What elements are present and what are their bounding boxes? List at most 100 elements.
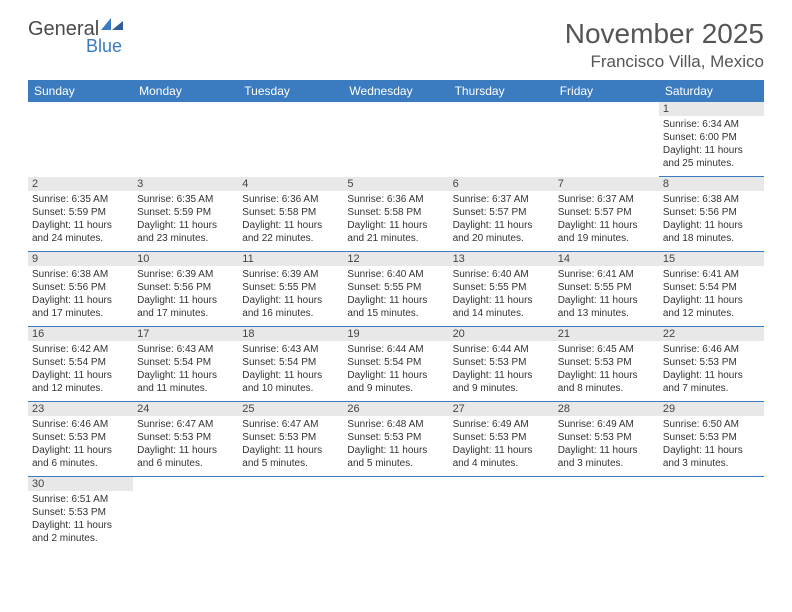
detail-line: Daylight: 11 hours [663, 444, 760, 457]
detail-line: and 18 minutes. [663, 232, 760, 245]
day-header-row: SundayMondayTuesdayWednesdayThursdayFrid… [28, 80, 764, 102]
detail-line: Daylight: 11 hours [137, 294, 234, 307]
detail-line: Sunrise: 6:35 AM [137, 193, 234, 206]
day-details: Sunrise: 6:49 AMSunset: 5:53 PMDaylight:… [449, 416, 554, 472]
detail-line: Sunrise: 6:37 AM [558, 193, 655, 206]
detail-line: Sunrise: 6:44 AM [453, 343, 550, 356]
calendar-row: 16Sunrise: 6:42 AMSunset: 5:54 PMDayligh… [28, 327, 764, 402]
detail-line: Sunrise: 6:39 AM [242, 268, 339, 281]
day-details: Sunrise: 6:35 AMSunset: 5:59 PMDaylight:… [133, 191, 238, 247]
detail-line: Sunset: 5:55 PM [558, 281, 655, 294]
day-number: 7 [554, 177, 659, 191]
detail-line: and 6 minutes. [137, 457, 234, 470]
day-details: Sunrise: 6:45 AMSunset: 5:53 PMDaylight:… [554, 341, 659, 397]
day-number: 3 [133, 177, 238, 191]
empty-cell [343, 102, 448, 177]
detail-line: Sunset: 5:57 PM [558, 206, 655, 219]
day-cell: 13Sunrise: 6:40 AMSunset: 5:55 PMDayligh… [449, 252, 554, 327]
day-header-wednesday: Wednesday [343, 80, 448, 102]
detail-line: and 12 minutes. [32, 382, 129, 395]
day-header-tuesday: Tuesday [238, 80, 343, 102]
detail-line: Daylight: 11 hours [32, 369, 129, 382]
day-details: Sunrise: 6:43 AMSunset: 5:54 PMDaylight:… [238, 341, 343, 397]
detail-line: Sunset: 5:53 PM [453, 431, 550, 444]
day-cell: 17Sunrise: 6:43 AMSunset: 5:54 PMDayligh… [133, 327, 238, 402]
calendar-row: 30Sunrise: 6:51 AMSunset: 5:53 PMDayligh… [28, 477, 764, 552]
day-number: 30 [28, 477, 133, 491]
day-details: Sunrise: 6:46 AMSunset: 5:53 PMDaylight:… [28, 416, 133, 472]
empty-cell [238, 102, 343, 177]
day-header-saturday: Saturday [659, 80, 764, 102]
day-details: Sunrise: 6:36 AMSunset: 5:58 PMDaylight:… [343, 191, 448, 247]
day-details: Sunrise: 6:35 AMSunset: 5:59 PMDaylight:… [28, 191, 133, 247]
detail-line: Sunrise: 6:40 AM [453, 268, 550, 281]
detail-line: and 19 minutes. [558, 232, 655, 245]
detail-line: Sunset: 5:53 PM [32, 431, 129, 444]
logo: General Blue [28, 18, 125, 41]
calendar-row: 9Sunrise: 6:38 AMSunset: 5:56 PMDaylight… [28, 252, 764, 327]
detail-line: Sunset: 5:59 PM [32, 206, 129, 219]
day-cell: 10Sunrise: 6:39 AMSunset: 5:56 PMDayligh… [133, 252, 238, 327]
empty-cell [28, 102, 133, 177]
detail-line: Daylight: 11 hours [242, 294, 339, 307]
detail-line: Sunrise: 6:49 AM [558, 418, 655, 431]
detail-line: Sunset: 5:53 PM [663, 431, 760, 444]
day-cell: 12Sunrise: 6:40 AMSunset: 5:55 PMDayligh… [343, 252, 448, 327]
day-details: Sunrise: 6:42 AMSunset: 5:54 PMDaylight:… [28, 341, 133, 397]
day-header-friday: Friday [554, 80, 659, 102]
detail-line: Sunrise: 6:48 AM [347, 418, 444, 431]
day-number: 24 [133, 402, 238, 416]
day-details: Sunrise: 6:40 AMSunset: 5:55 PMDaylight:… [343, 266, 448, 322]
detail-line: Daylight: 11 hours [347, 444, 444, 457]
day-details: Sunrise: 6:38 AMSunset: 5:56 PMDaylight:… [28, 266, 133, 322]
empty-cell [449, 477, 554, 552]
detail-line: Sunset: 5:53 PM [663, 356, 760, 369]
detail-line: Sunset: 5:56 PM [32, 281, 129, 294]
detail-line: Sunrise: 6:34 AM [663, 118, 760, 131]
detail-line: Daylight: 11 hours [558, 444, 655, 457]
detail-line: Sunrise: 6:38 AM [663, 193, 760, 206]
detail-line: and 7 minutes. [663, 382, 760, 395]
detail-line: Daylight: 11 hours [137, 444, 234, 457]
detail-line: Sunset: 5:54 PM [242, 356, 339, 369]
detail-line: Sunrise: 6:50 AM [663, 418, 760, 431]
detail-line: Sunset: 6:00 PM [663, 131, 760, 144]
detail-line: and 16 minutes. [242, 307, 339, 320]
day-number: 6 [449, 177, 554, 191]
detail-line: Daylight: 11 hours [32, 444, 129, 457]
day-details: Sunrise: 6:47 AMSunset: 5:53 PMDaylight:… [133, 416, 238, 472]
detail-line: Sunrise: 6:46 AM [663, 343, 760, 356]
detail-line: Sunset: 5:53 PM [453, 356, 550, 369]
day-details: Sunrise: 6:37 AMSunset: 5:57 PMDaylight:… [554, 191, 659, 247]
detail-line: Daylight: 11 hours [347, 294, 444, 307]
day-cell: 3Sunrise: 6:35 AMSunset: 5:59 PMDaylight… [133, 177, 238, 252]
detail-line: Sunrise: 6:45 AM [558, 343, 655, 356]
detail-line: and 13 minutes. [558, 307, 655, 320]
detail-line: and 10 minutes. [242, 382, 339, 395]
detail-line: and 25 minutes. [663, 157, 760, 170]
detail-line: Sunset: 5:56 PM [137, 281, 234, 294]
day-details: Sunrise: 6:50 AMSunset: 5:53 PMDaylight:… [659, 416, 764, 472]
detail-line: Sunset: 5:58 PM [347, 206, 444, 219]
day-details: Sunrise: 6:49 AMSunset: 5:53 PMDaylight:… [554, 416, 659, 472]
day-header-sunday: Sunday [28, 80, 133, 102]
day-details: Sunrise: 6:41 AMSunset: 5:55 PMDaylight:… [554, 266, 659, 322]
detail-line: Daylight: 11 hours [558, 219, 655, 232]
day-cell: 14Sunrise: 6:41 AMSunset: 5:55 PMDayligh… [554, 252, 659, 327]
detail-line: and 3 minutes. [558, 457, 655, 470]
day-number: 4 [238, 177, 343, 191]
detail-line: Sunset: 5:53 PM [242, 431, 339, 444]
detail-line: and 3 minutes. [663, 457, 760, 470]
day-details: Sunrise: 6:44 AMSunset: 5:53 PMDaylight:… [449, 341, 554, 397]
calendar-body: 1Sunrise: 6:34 AMSunset: 6:00 PMDaylight… [28, 102, 764, 551]
detail-line: Sunset: 5:57 PM [453, 206, 550, 219]
day-cell: 23Sunrise: 6:46 AMSunset: 5:53 PMDayligh… [28, 402, 133, 477]
empty-cell [133, 102, 238, 177]
day-number: 10 [133, 252, 238, 266]
day-details: Sunrise: 6:48 AMSunset: 5:53 PMDaylight:… [343, 416, 448, 472]
empty-cell [554, 477, 659, 552]
detail-line: and 9 minutes. [347, 382, 444, 395]
month-title: November 2025 [565, 18, 764, 50]
logo-word2: Blue [86, 36, 122, 57]
day-number: 5 [343, 177, 448, 191]
